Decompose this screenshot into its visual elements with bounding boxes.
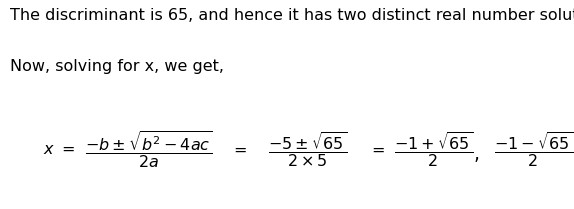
Text: $=$: $=$ [230, 142, 247, 157]
Text: Now, solving for x, we get,: Now, solving for x, we get, [10, 59, 224, 74]
Text: $\dfrac{-1 - \sqrt{65}}{2}$: $\dfrac{-1 - \sqrt{65}}{2}$ [494, 130, 573, 169]
Text: $\dfrac{-b \pm \sqrt{b^2 - 4ac}}{2a}$: $\dfrac{-b \pm \sqrt{b^2 - 4ac}}{2a}$ [86, 129, 213, 170]
Text: $\dfrac{-5 \pm \sqrt{65}}{2 \times 5}$: $\dfrac{-5 \pm \sqrt{65}}{2 \times 5}$ [267, 130, 347, 169]
Text: $,$: $,$ [474, 145, 479, 164]
Text: The discriminant is 65, and hence it has two distinct real number solutions.: The discriminant is 65, and hence it has… [10, 8, 574, 23]
Text: $=$: $=$ [367, 142, 385, 157]
Text: $x\ =$: $x\ =$ [42, 142, 75, 157]
Text: $\dfrac{-1 + \sqrt{65}}{2}$: $\dfrac{-1 + \sqrt{65}}{2}$ [394, 130, 473, 169]
